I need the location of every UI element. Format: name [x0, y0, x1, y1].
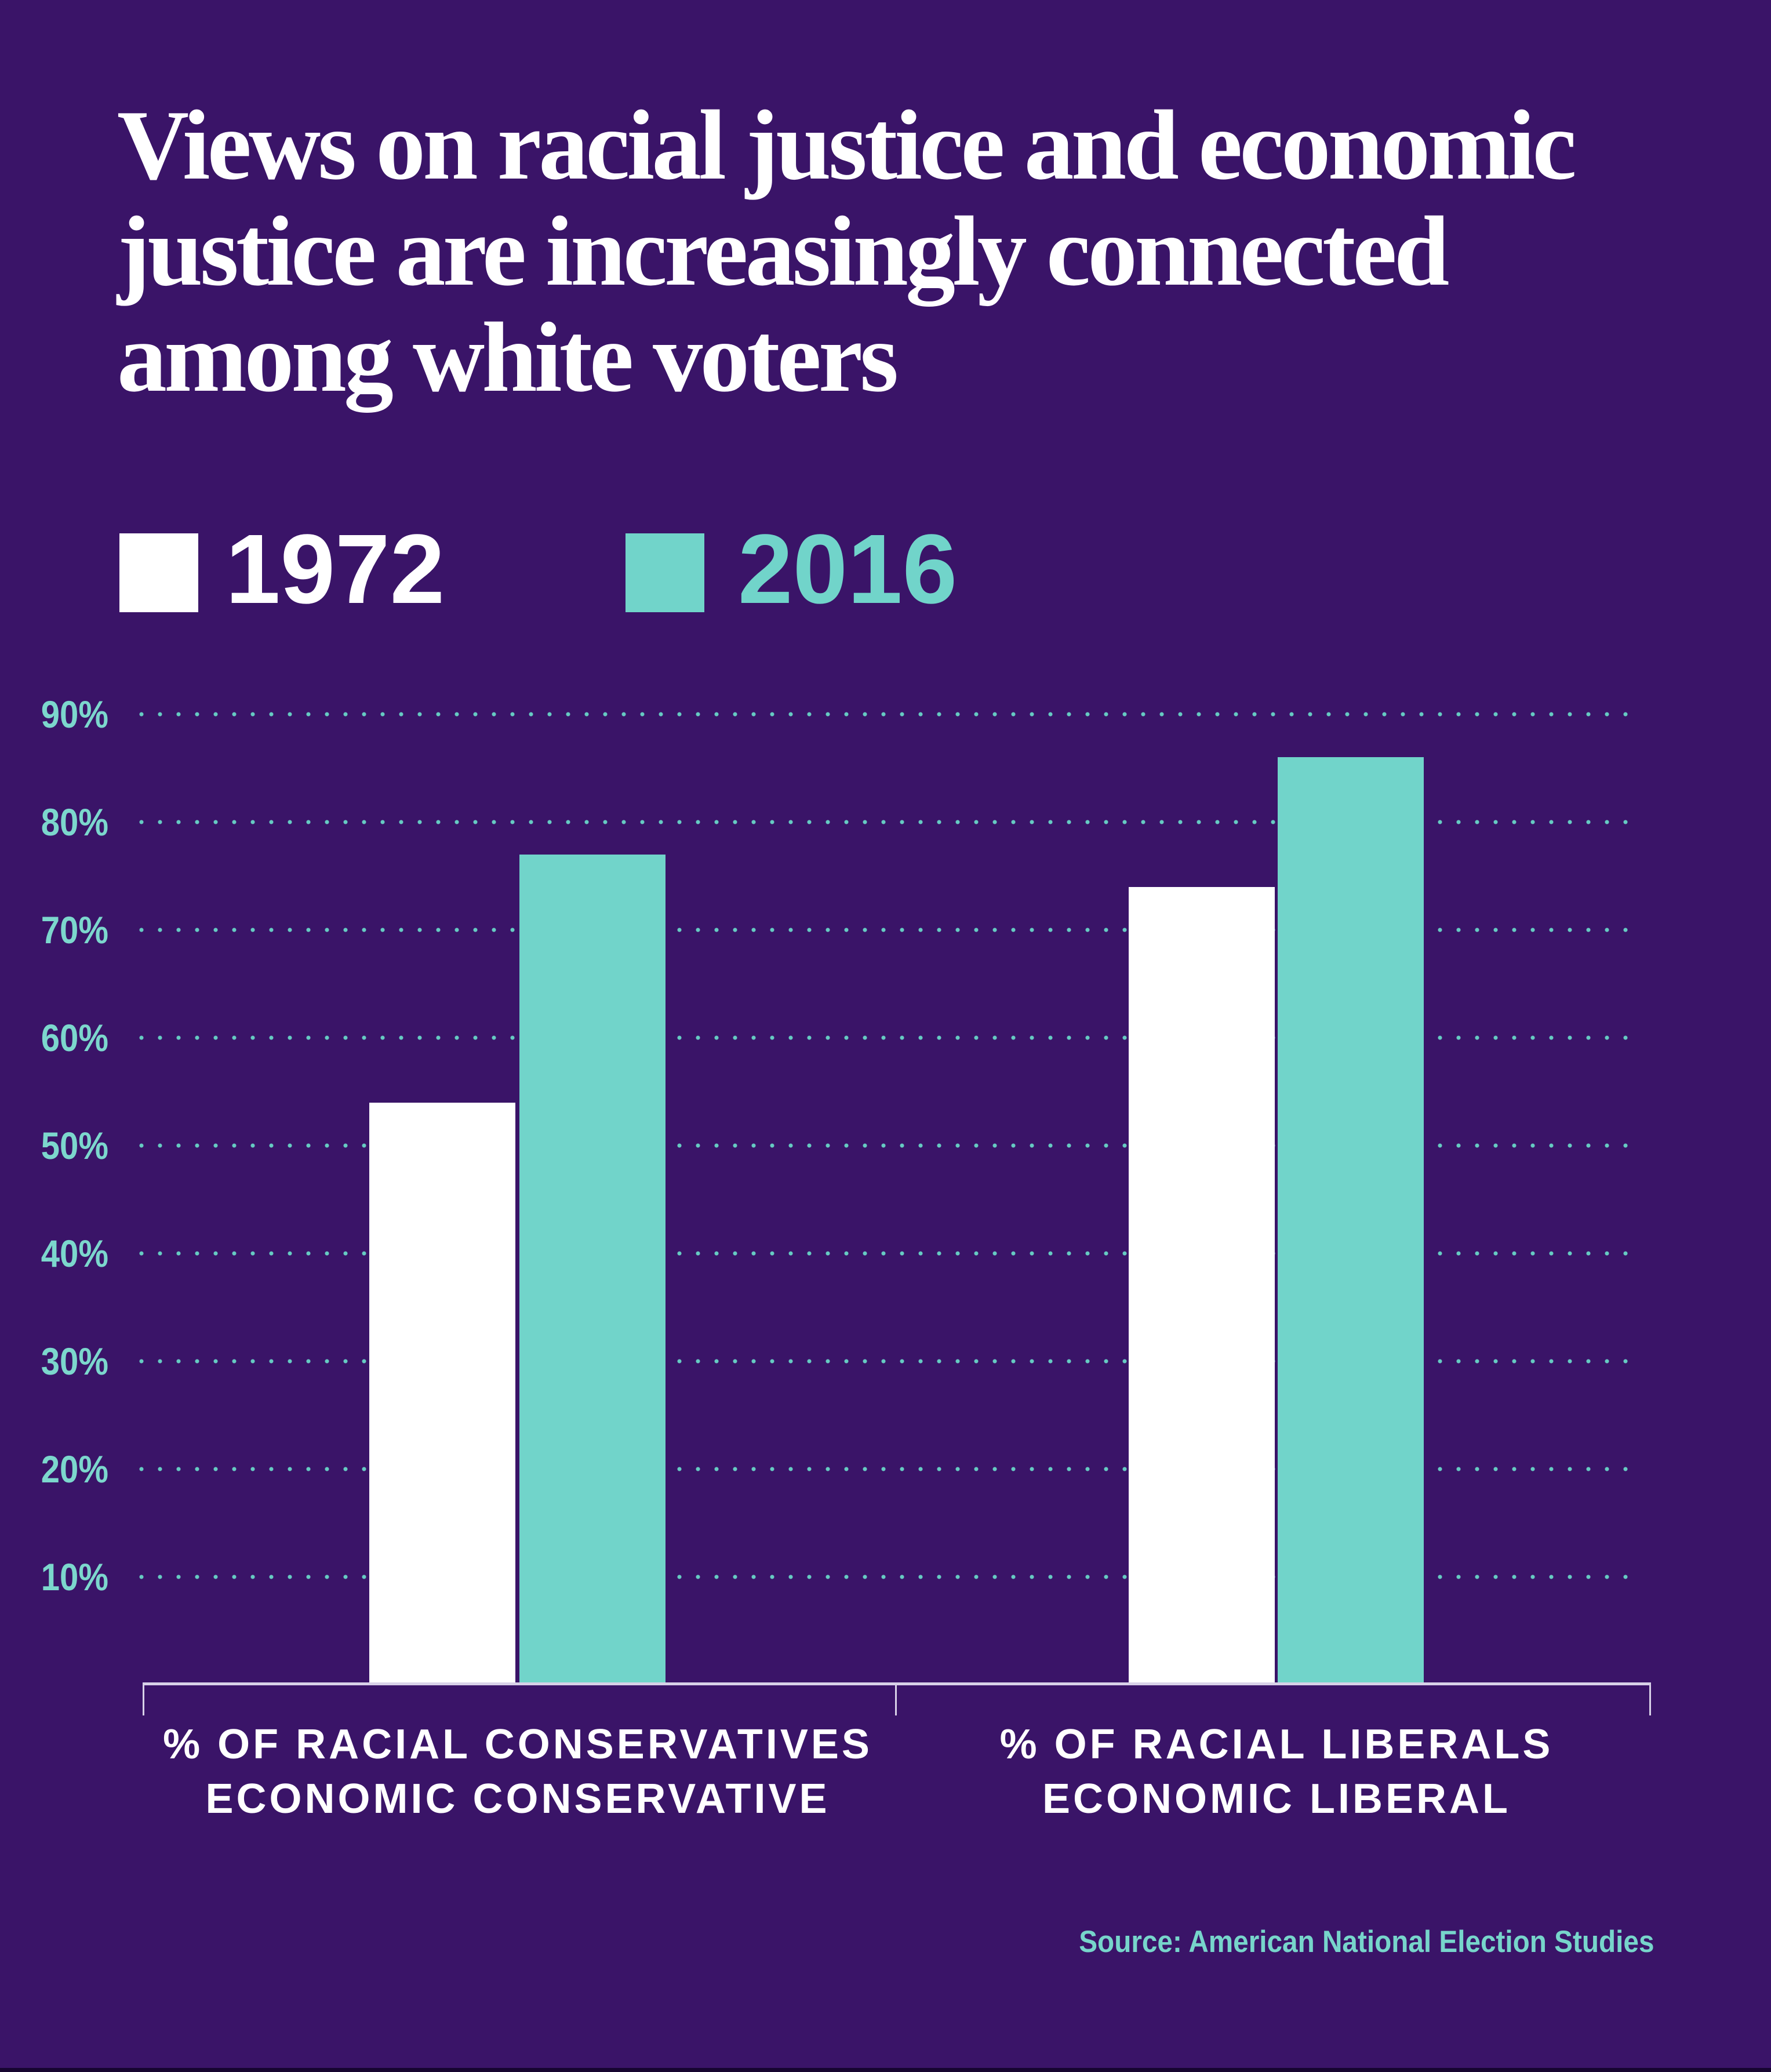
axis-bracket-tick-right: [1649, 1682, 1651, 1715]
category-label-line: ECONOMIC LIBERAL: [1042, 1776, 1511, 1822]
bar-1972-group1: [369, 1103, 515, 1685]
gridline-30%: [139, 1359, 1642, 1364]
y-tick-label-10%: 10%: [41, 1555, 108, 1598]
gridline-20%: [139, 1467, 1642, 1471]
category-label-line: ECONOMIC CONSERVATIVE: [205, 1776, 830, 1822]
y-tick-label-50%: 50%: [41, 1124, 108, 1167]
bar-1972-group2: [1129, 887, 1275, 1685]
axis-bracket-tick-middle: [895, 1682, 897, 1715]
legend-swatch-2016: [626, 533, 704, 612]
legend-swatch-1972: [119, 533, 198, 612]
chart-title: Views on racial justice and economic jus…: [117, 90, 1577, 413]
category-label-line: % OF RACIAL LIBERALS: [999, 1721, 1554, 1768]
category-label-group1: % OF RACIAL CONSERVATIVES ECONOMIC CONSER…: [163, 1717, 872, 1826]
bar-2016-group2: [1278, 757, 1424, 1685]
gridline-40%: [139, 1251, 1642, 1256]
category-label-line: % OF RACIAL CONSERVATIVES: [163, 1721, 872, 1768]
legend-label-2016: 2016: [738, 514, 958, 624]
category-label-group2: % OF RACIAL LIBERALS ECONOMIC LIBERAL: [1000, 1717, 1554, 1826]
y-tick-label-40%: 40%: [41, 1232, 108, 1275]
gridline-90%: [139, 712, 1642, 717]
title-line-3: among white voters: [117, 303, 899, 413]
y-tick-label-90%: 90%: [41, 693, 108, 736]
title-line-1: Views on racial justice and economic: [117, 90, 1577, 201]
title-line-2: justice are increasingly connected: [117, 197, 1449, 307]
axis-bracket-tick-left: [143, 1682, 144, 1715]
gridline-50%: [139, 1143, 1642, 1148]
gridline-70%: [139, 928, 1642, 932]
y-tick-label-80%: 80%: [41, 801, 108, 844]
gridline-60%: [139, 1035, 1642, 1040]
x-axis-line: [143, 1682, 1651, 1685]
legend-label-1972: 1972: [226, 514, 445, 624]
y-tick-label-70%: 70%: [41, 908, 108, 951]
source-credit: Source: American National Election Studi…: [1078, 1925, 1654, 1959]
gridline-80%: [139, 820, 1642, 824]
bar-2016-group1: [519, 855, 666, 1685]
gridline-10%: [139, 1575, 1642, 1579]
y-tick-label-60%: 60%: [41, 1016, 108, 1059]
footer-strip: [0, 2068, 1771, 2072]
y-tick-label-30%: 30%: [41, 1340, 108, 1383]
y-tick-label-20%: 20%: [41, 1448, 108, 1491]
